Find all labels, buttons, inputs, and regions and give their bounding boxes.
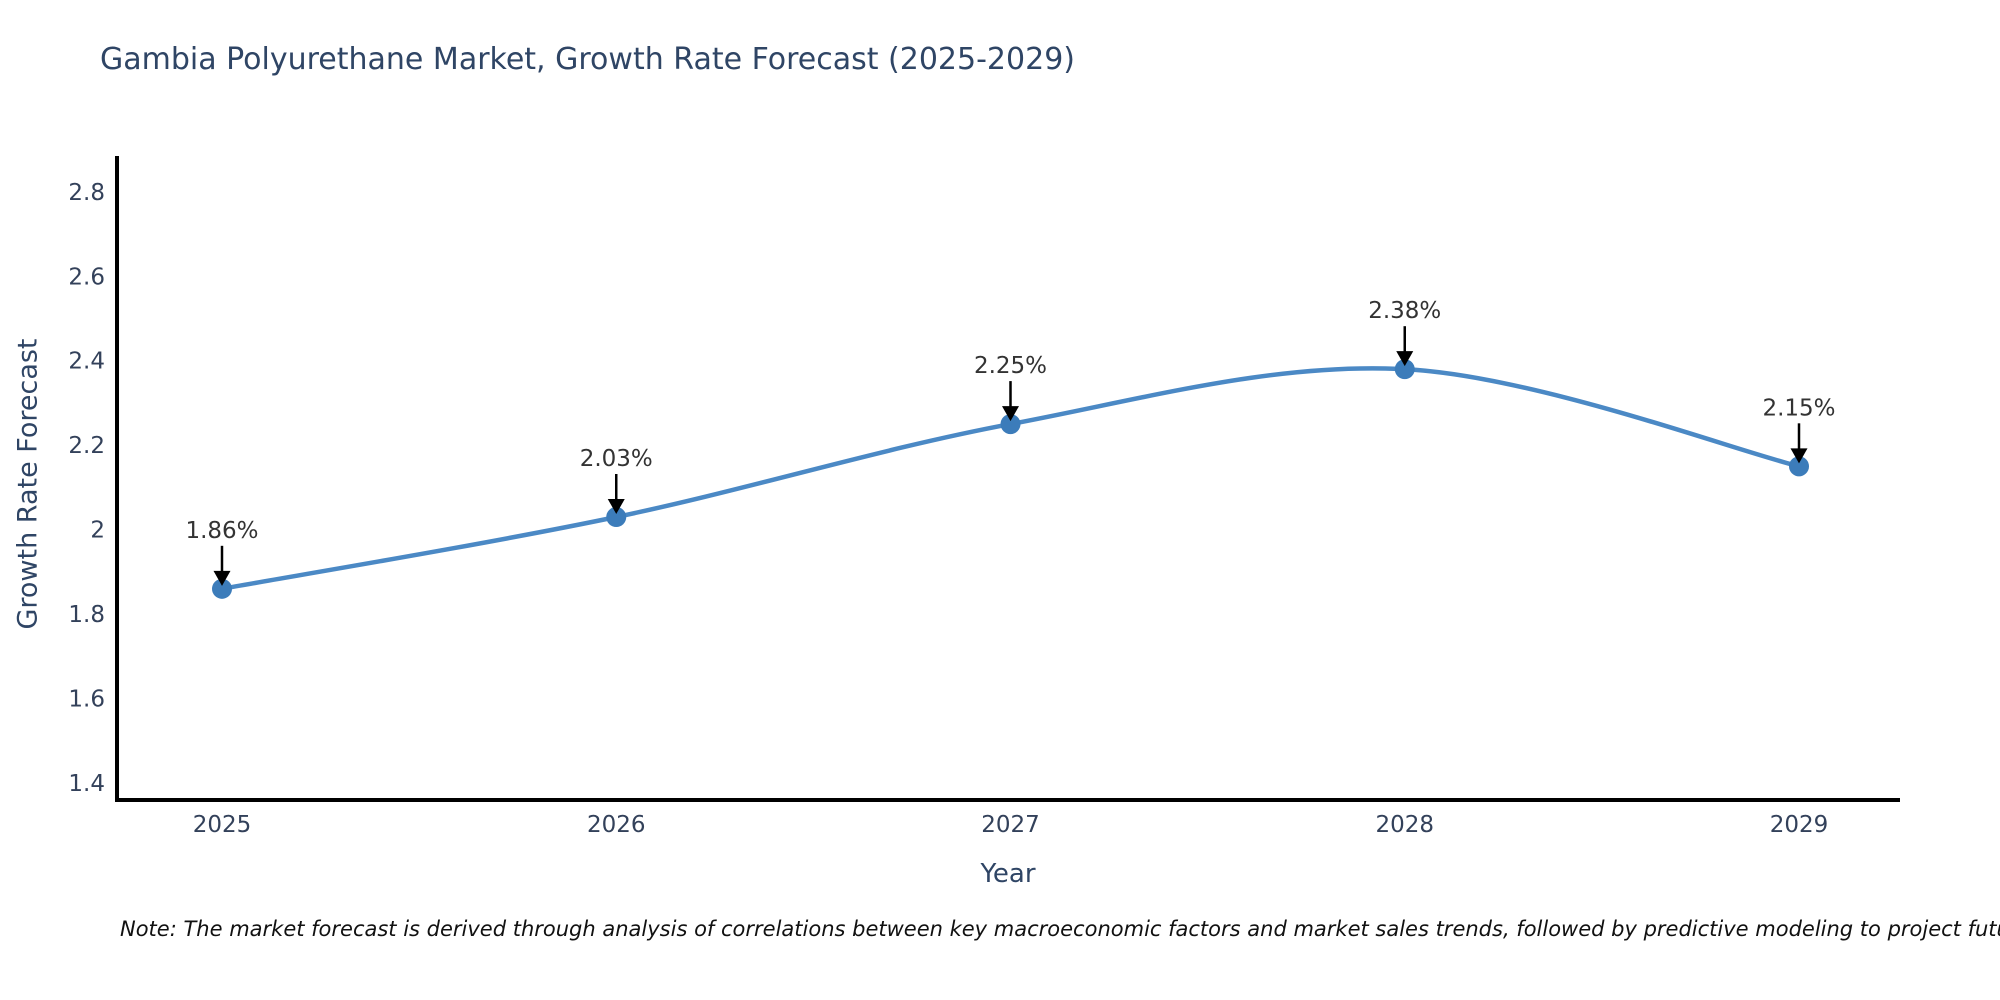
- x-axis-title: Year: [980, 859, 1036, 889]
- point-value-label: 2.25%: [974, 353, 1047, 379]
- chart-title: Gambia Polyurethane Market, Growth Rate …: [100, 42, 1075, 77]
- x-tick-label: 2028: [1375, 812, 1434, 838]
- point-value-label: 1.86%: [185, 518, 258, 544]
- annotation-arrow-head: [1396, 351, 1414, 367]
- annotation-arrow-head: [1790, 448, 1808, 464]
- y-axis-title: Growth Rate Forecast: [12, 338, 44, 630]
- y-tick-label: 1.8: [68, 602, 105, 628]
- x-tick-label: 2025: [193, 812, 252, 838]
- point-value-label: 2.38%: [1368, 298, 1441, 324]
- point-value-label: 2.03%: [580, 446, 653, 472]
- y-tick-label: 2.4: [68, 349, 105, 375]
- point-value-label: 2.15%: [1762, 395, 1835, 421]
- annotation-arrow-head: [213, 570, 231, 586]
- data-point-2025: [212, 578, 232, 599]
- data-point-2027: [1000, 414, 1021, 435]
- y-tick-label: 2.8: [68, 180, 105, 206]
- y-tick-label: 2.6: [68, 264, 105, 290]
- data-point-2028: [1394, 359, 1415, 380]
- annotation-arrow-head: [1002, 406, 1019, 422]
- y-tick-label: 1.4: [68, 771, 105, 797]
- footnote: Note: The market forecast is derived thr…: [120, 917, 2000, 941]
- y-tick-label: 2: [90, 518, 105, 544]
- x-tick-label: 2029: [1770, 812, 1829, 838]
- x-tick-label: 2027: [981, 812, 1040, 838]
- annotation-arrow-head: [607, 499, 625, 515]
- data-point-2026: [606, 507, 627, 528]
- data-point-2029: [1789, 456, 1809, 477]
- y-tick-label: 2.2: [68, 433, 105, 459]
- y-tick-label: 1.6: [68, 687, 105, 713]
- x-tick-label: 2026: [587, 812, 646, 838]
